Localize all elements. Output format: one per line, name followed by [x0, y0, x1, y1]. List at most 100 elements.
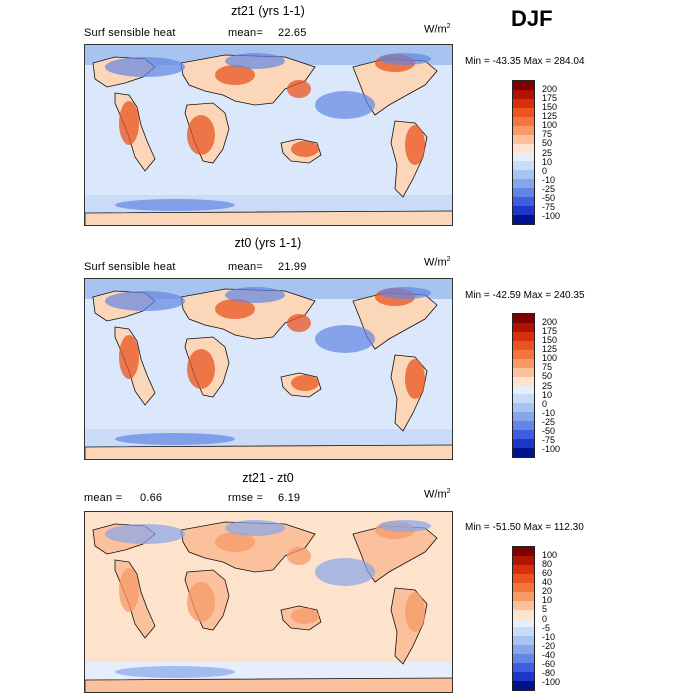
map-warm-anomaly [187, 115, 215, 155]
colorbar-tick-label: -50 [542, 425, 556, 436]
colorbar-tick-label: 75 [542, 362, 553, 373]
map-landmass [85, 210, 452, 225]
map-cold-anomaly [379, 53, 431, 65]
colorbar-swatch [513, 582, 534, 592]
colorbar-tick-label: -10 [542, 174, 556, 185]
colorbar-tick-label: -75 [542, 201, 556, 212]
panel-3-rmse-value: 6.19 [278, 492, 301, 504]
colorbar-swatch [513, 161, 534, 171]
colorbar-tick-label: 25 [542, 147, 553, 158]
colorbar-swatch [513, 394, 534, 404]
panel-2-units: W/m2 [424, 256, 451, 269]
colorbar-tick-label: 175 [542, 93, 558, 104]
colorbar-swatch [513, 376, 534, 386]
colorbar-swatch [513, 81, 534, 90]
panel-3-mean-value: 0.66 [140, 492, 163, 504]
panel-3-map [84, 511, 453, 693]
colorbar-swatch [513, 627, 534, 637]
colorbar-tick-label: 80 [542, 559, 553, 570]
colorbar-swatch [513, 439, 534, 449]
map-warm-anomaly [291, 141, 319, 157]
map-cold-anomaly [379, 520, 431, 532]
colorbar-swatch [513, 654, 534, 664]
map-cold-anomaly [105, 524, 185, 544]
panel-2-mean-value: 21.99 [278, 261, 307, 273]
colorbar-swatch [513, 385, 534, 395]
map-cold-anomaly [225, 287, 285, 303]
map-cold-anomaly [115, 433, 235, 445]
colorbar-tick-label: 10 [542, 156, 553, 167]
colorbar-tick-label: 200 [542, 84, 558, 95]
map-warm-anomaly [287, 314, 311, 332]
colorbar-swatch [513, 663, 534, 673]
panel-3-units-text: W/m [424, 488, 447, 501]
map-warm-anomaly [119, 101, 139, 145]
panel-1-minmax: Min = -43.35 Max = 284.04 [465, 56, 585, 67]
colorbar-swatch [513, 349, 534, 359]
map-cold-anomaly [105, 57, 185, 77]
colorbar-swatch [513, 430, 534, 440]
map-warm-anomaly [215, 65, 255, 85]
map-cold-anomaly [225, 520, 285, 536]
colorbar-swatch [513, 403, 534, 413]
panel-2-map [84, 278, 453, 460]
colorbar-tick-label: -80 [542, 667, 556, 678]
panel-2-minmax: Min = -42.59 Max = 240.35 [465, 290, 585, 301]
colorbar-swatch [513, 179, 534, 189]
map-warm-anomaly [291, 375, 319, 391]
colorbar-tick-label: 10 [542, 389, 553, 400]
colorbar-tick-label: 125 [542, 111, 558, 122]
colorbar-tick-label: 50 [542, 371, 553, 382]
map-warm-anomaly [405, 359, 425, 399]
colorbar-tick-label: 175 [542, 326, 558, 337]
colorbar-tick-label: 10 [542, 595, 553, 606]
colorbar-tick-label: 100 [542, 353, 558, 364]
colorbar-tick-label: 40 [542, 577, 553, 588]
panel-1-mean-value: 22.65 [278, 27, 307, 39]
colorbar-tick-label: -25 [542, 183, 556, 194]
panel-1-title: zt21 (yrs 1-1) [231, 4, 305, 18]
map-warm-anomaly [287, 547, 311, 565]
map-warm-anomaly [405, 592, 425, 632]
panel-1-variable: Surf sensible heat [84, 27, 176, 39]
colorbar-tick-label: -20 [542, 640, 556, 651]
colorbar-swatch [513, 367, 534, 377]
colorbar-tick-label: 5 [542, 604, 548, 615]
map-warm-anomaly [119, 335, 139, 379]
colorbar-swatch [513, 412, 534, 422]
colorbar-tick-label: -100 [542, 676, 561, 687]
panel-1-mean-label: mean= [228, 27, 263, 39]
colorbar-tick-label: 60 [542, 568, 553, 579]
map-cold-anomaly [315, 325, 375, 353]
map-cold-anomaly [105, 291, 185, 311]
panel-3-mean-label: mean = [84, 492, 123, 504]
colorbar-swatch [513, 152, 534, 162]
panel-1-units-exp: 2 [446, 23, 451, 30]
panel-3-units: W/m2 [424, 488, 451, 501]
colorbar-swatch [513, 618, 534, 628]
colorbar-swatch [513, 116, 534, 126]
colorbar-swatch [513, 322, 534, 332]
map-cold-anomaly [115, 199, 235, 211]
colorbar-tick-label: 150 [542, 335, 558, 346]
colorbar-tick-label: 75 [542, 129, 553, 140]
colorbar-swatch [513, 600, 534, 610]
colorbar-tick-label: -100 [542, 210, 561, 221]
map-cold-anomaly [115, 666, 235, 678]
panel-2-units-text: W/m [424, 256, 447, 269]
colorbar-swatch [513, 89, 534, 99]
colorbar-tick-label: 0 [542, 613, 548, 624]
colorbar-tick-label: -50 [542, 192, 556, 203]
colorbar-swatch [513, 331, 534, 341]
colorbar-tick-label: -75 [542, 434, 556, 445]
colorbar-tick-label: -25 [542, 416, 556, 427]
panel-2-mean-label: mean= [228, 261, 263, 273]
panel-3-rmse-label: rmse = [228, 492, 264, 504]
panel-3-colorbar [512, 546, 535, 691]
panel-2-units-exp: 2 [446, 256, 451, 263]
map-landmass [85, 677, 452, 692]
colorbar-swatch [513, 547, 534, 556]
colorbar-swatch [513, 98, 534, 108]
colorbar-tick-label: 50 [542, 138, 553, 149]
colorbar-tick-label: 20 [542, 586, 553, 597]
